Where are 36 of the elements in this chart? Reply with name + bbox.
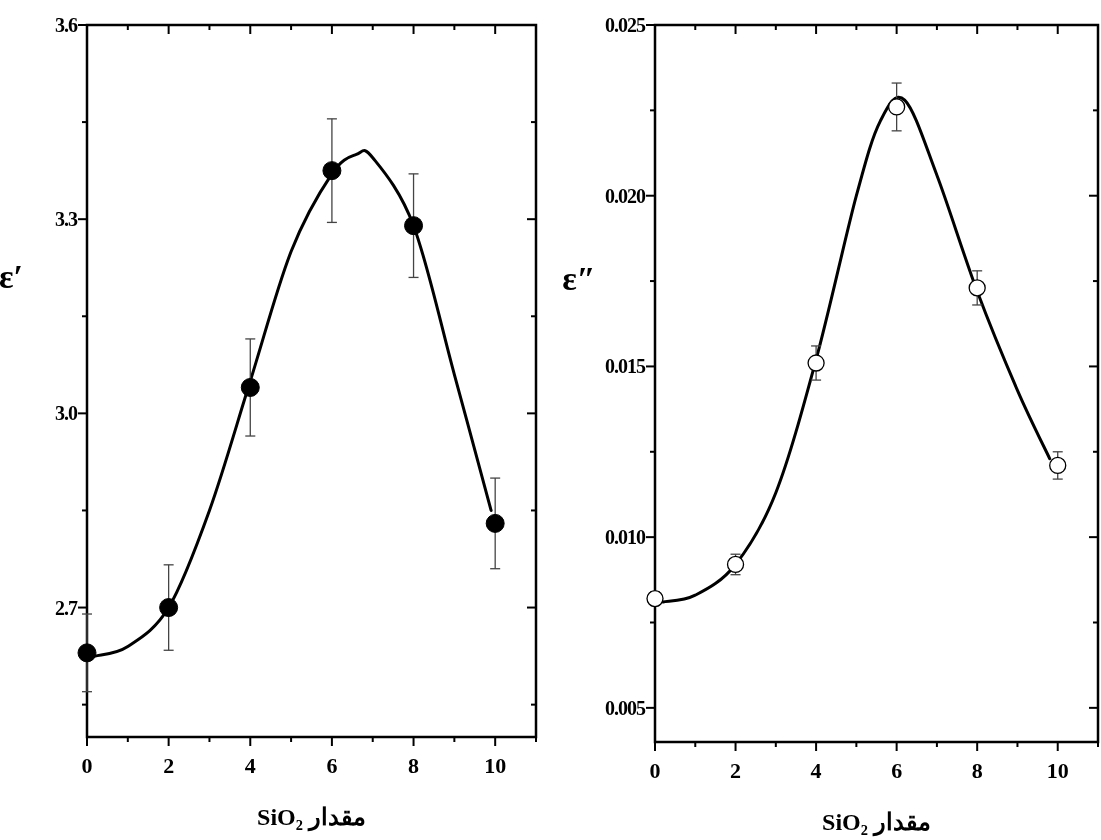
point [77, 643, 97, 663]
y-tick-label: 0.020 [605, 184, 646, 207]
point [887, 98, 906, 116]
y-tick-label: 0.015 [605, 355, 646, 378]
x-tick-label: 8 [971, 758, 983, 783]
x-axis-title: مقدار SiO₂ [257, 804, 366, 832]
x-tick-label: 8 [408, 753, 420, 778]
point [485, 513, 505, 533]
y-tick-label: 0.025 [605, 14, 646, 36]
point [404, 216, 424, 236]
x-tick-label: 10 [1046, 758, 1069, 783]
point [322, 161, 342, 181]
x-tick-label: 0 [649, 758, 661, 783]
x-tick-label: 4 [244, 753, 256, 778]
point [968, 279, 986, 297]
x-tick-label: 0 [81, 753, 93, 778]
point [807, 354, 825, 372]
point [1049, 456, 1067, 475]
y-tick-label: 3.3 [55, 208, 78, 231]
y-tick-label: 2.7 [55, 596, 78, 619]
point [240, 377, 260, 397]
x-axis-title: مقدار SiO₂ [822, 809, 931, 837]
point [159, 598, 179, 618]
y-axis-title: ε′ [0, 258, 24, 296]
y-tick-label: 0.005 [605, 696, 646, 719]
point [646, 589, 664, 608]
x-tick-label: 2 [163, 753, 175, 778]
y-tick-label: 3.6 [55, 14, 78, 36]
y-tick-label: 0.010 [605, 526, 646, 549]
x-tick-label: 4 [810, 758, 822, 783]
x-tick-label: 6 [326, 753, 338, 778]
y-tick-label: 3.0 [55, 402, 78, 425]
y-axis-title: ε″ [562, 260, 596, 298]
x-tick-label: 6 [891, 758, 903, 783]
x-tick-label: 10 [484, 753, 507, 778]
x-tick-label: 2 [730, 758, 742, 783]
